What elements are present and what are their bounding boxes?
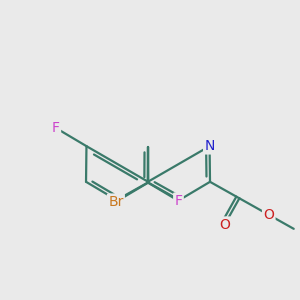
Text: Br: Br [108,195,124,209]
Text: O: O [219,218,230,232]
Text: O: O [263,208,274,222]
Text: F: F [52,121,60,135]
Text: F: F [175,194,182,208]
Text: N: N [204,139,215,153]
